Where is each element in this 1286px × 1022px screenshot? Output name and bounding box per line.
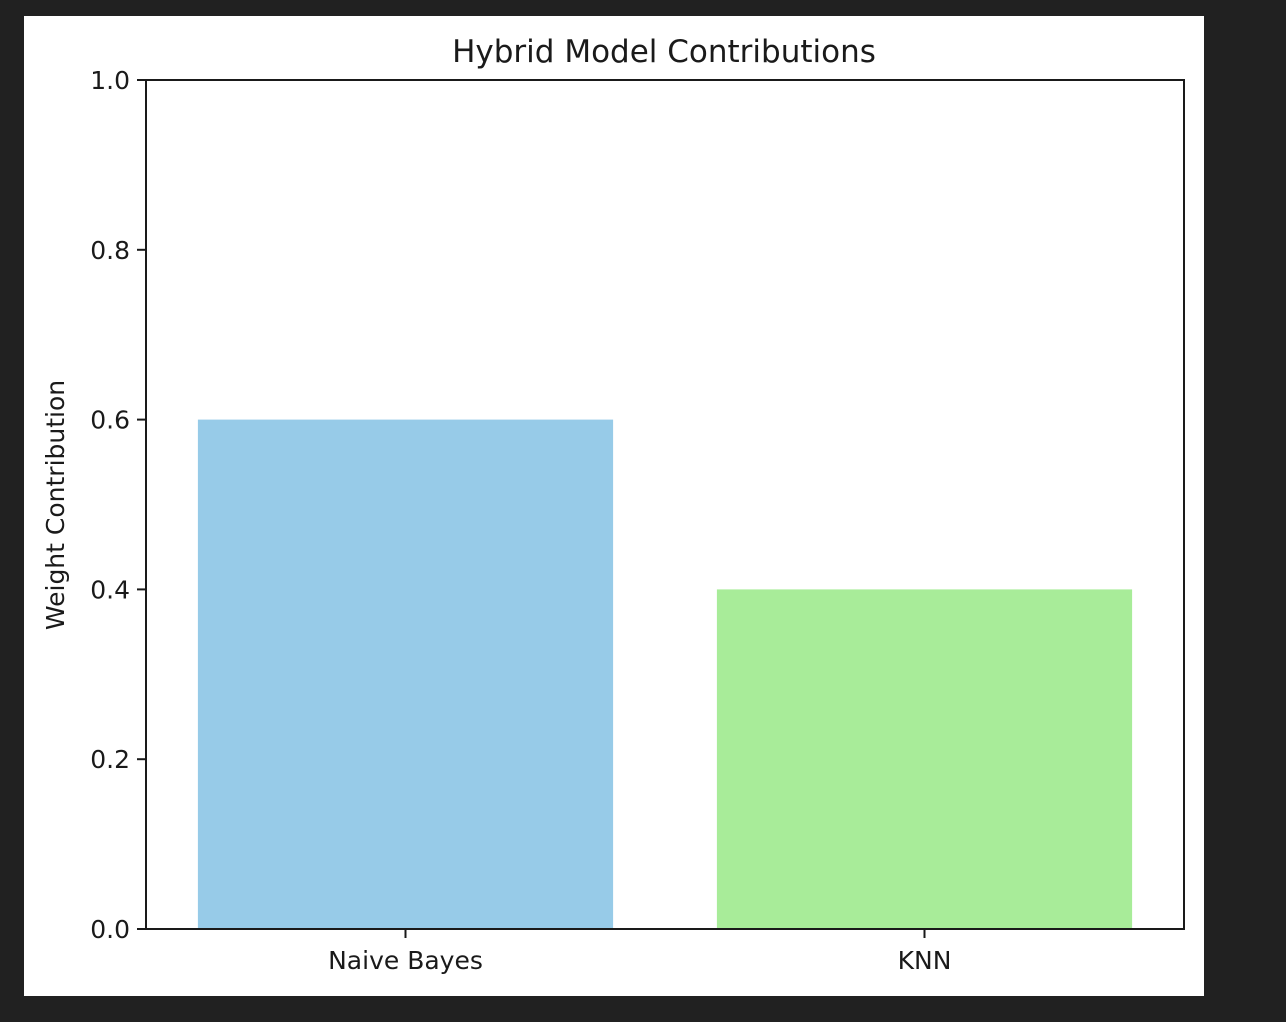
y-tick-label: 0.6	[90, 406, 130, 435]
plot-frame	[145, 79, 1185, 930]
y-tick-label: 0.2	[90, 745, 130, 774]
bar-knn	[716, 589, 1133, 929]
x-tick-label: Naive Bayes	[328, 946, 483, 975]
y-tick-label: 1.0	[90, 66, 130, 95]
x-axis: Naive Bayes KNN	[328, 929, 951, 975]
bar-naive-bayes	[197, 419, 614, 929]
x-tick-label: KNN	[898, 946, 952, 975]
chart-title: Hybrid Model Contributions	[452, 34, 876, 70]
y-tick-label: 0.8	[90, 236, 130, 265]
y-tick-label: 0.0	[90, 915, 130, 944]
y-axis: 0.0 0.2 0.4 0.6 0.8 1.0	[90, 66, 146, 944]
y-axis-label: Weight Contribution	[41, 380, 70, 630]
y-tick-label: 0.4	[90, 575, 130, 604]
bars-group	[197, 419, 1133, 929]
